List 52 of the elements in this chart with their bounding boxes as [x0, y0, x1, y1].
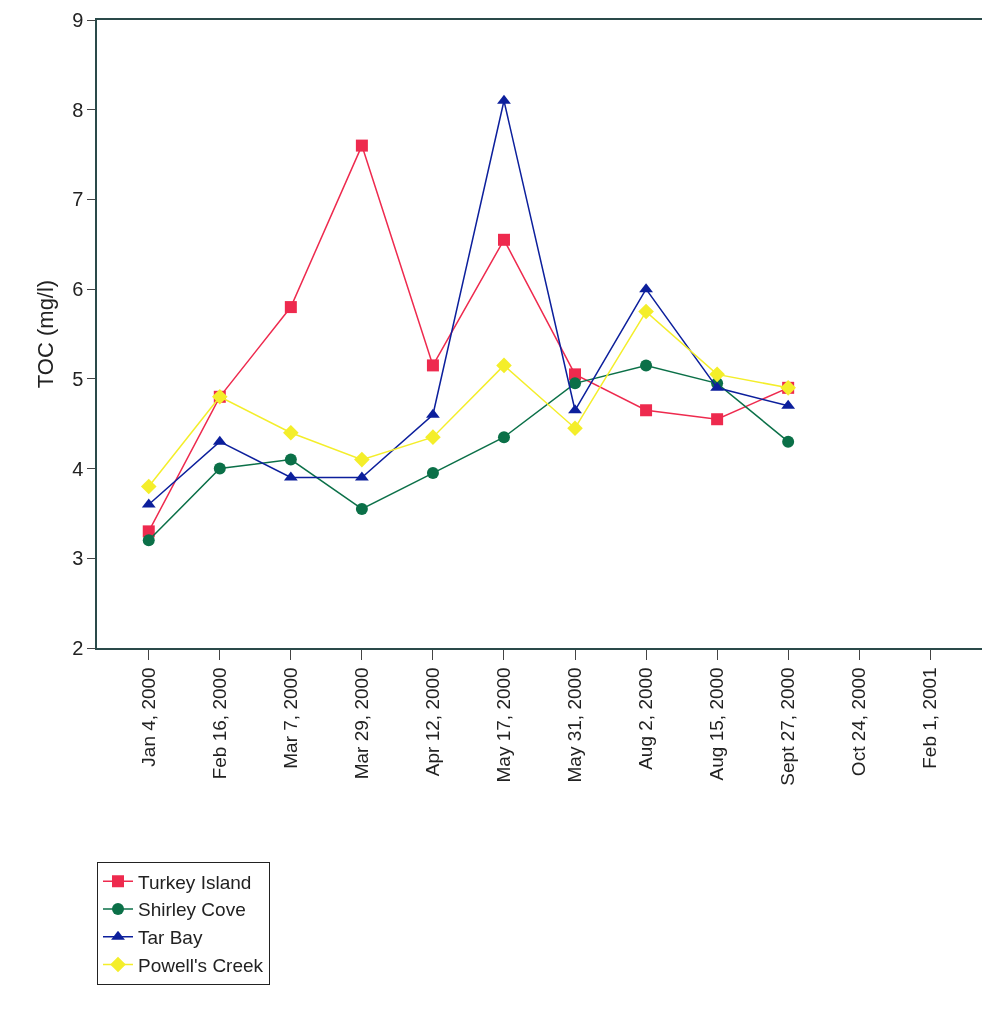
y-axis-title: TOC (mg/l) — [33, 279, 59, 389]
point — [140, 478, 157, 495]
point — [640, 404, 653, 417]
point — [639, 283, 653, 293]
x-tick-label: Jan 4, 2000 — [137, 667, 159, 767]
point — [638, 303, 654, 320]
point — [142, 534, 155, 547]
point — [496, 357, 512, 374]
x-tick-label: Apr 12, 2000 — [422, 667, 444, 777]
point — [497, 94, 511, 104]
y-tick-label: 3 — [72, 547, 84, 570]
x-tick-label: Sept 27, 2000 — [777, 667, 799, 786]
point — [355, 139, 368, 152]
point — [709, 366, 725, 383]
x-tick-label: Feb 1, 2001 — [919, 667, 941, 769]
y-tick-label: 7 — [72, 188, 84, 211]
point — [640, 359, 653, 372]
point — [782, 435, 795, 448]
point — [283, 424, 299, 441]
x-tick-label: Oct 24, 2000 — [848, 667, 870, 777]
point — [426, 359, 439, 372]
point — [425, 429, 441, 445]
point — [568, 404, 582, 414]
point — [497, 431, 510, 444]
point — [569, 377, 582, 390]
y-tick-label: 9 — [72, 9, 84, 31]
point — [567, 420, 583, 436]
x-tick-label: May 17, 2000 — [493, 667, 515, 783]
x-tick-label: Feb 16, 2000 — [208, 667, 230, 780]
legend-label: Turkey Island — [138, 871, 252, 893]
point — [426, 467, 439, 480]
point — [284, 301, 297, 314]
y-tick-label: 8 — [72, 98, 84, 121]
y-tick-label: 6 — [72, 278, 84, 301]
y-tick-label: 5 — [72, 367, 84, 390]
legend-label: Shirley Cove — [138, 899, 246, 921]
point — [355, 502, 368, 515]
point — [426, 408, 440, 418]
x-tick-label: Aug 2, 2000 — [635, 667, 657, 770]
x-tick-label: Mar 29, 2000 — [351, 667, 373, 780]
y-tick-label: 4 — [72, 457, 84, 480]
point — [497, 233, 510, 246]
point — [213, 462, 226, 475]
point — [354, 451, 370, 468]
x-tick-label: May 31, 2000 — [564, 667, 586, 783]
legend-label: Powell's Creek — [138, 954, 264, 976]
x-tick-label: Mar 7, 2000 — [280, 667, 302, 769]
legend-label: Tar Bay — [138, 927, 203, 949]
y-tick-label: 2 — [72, 637, 84, 659]
point — [711, 413, 724, 426]
point — [284, 453, 297, 466]
x-tick-label: Aug 15, 2000 — [706, 667, 728, 781]
